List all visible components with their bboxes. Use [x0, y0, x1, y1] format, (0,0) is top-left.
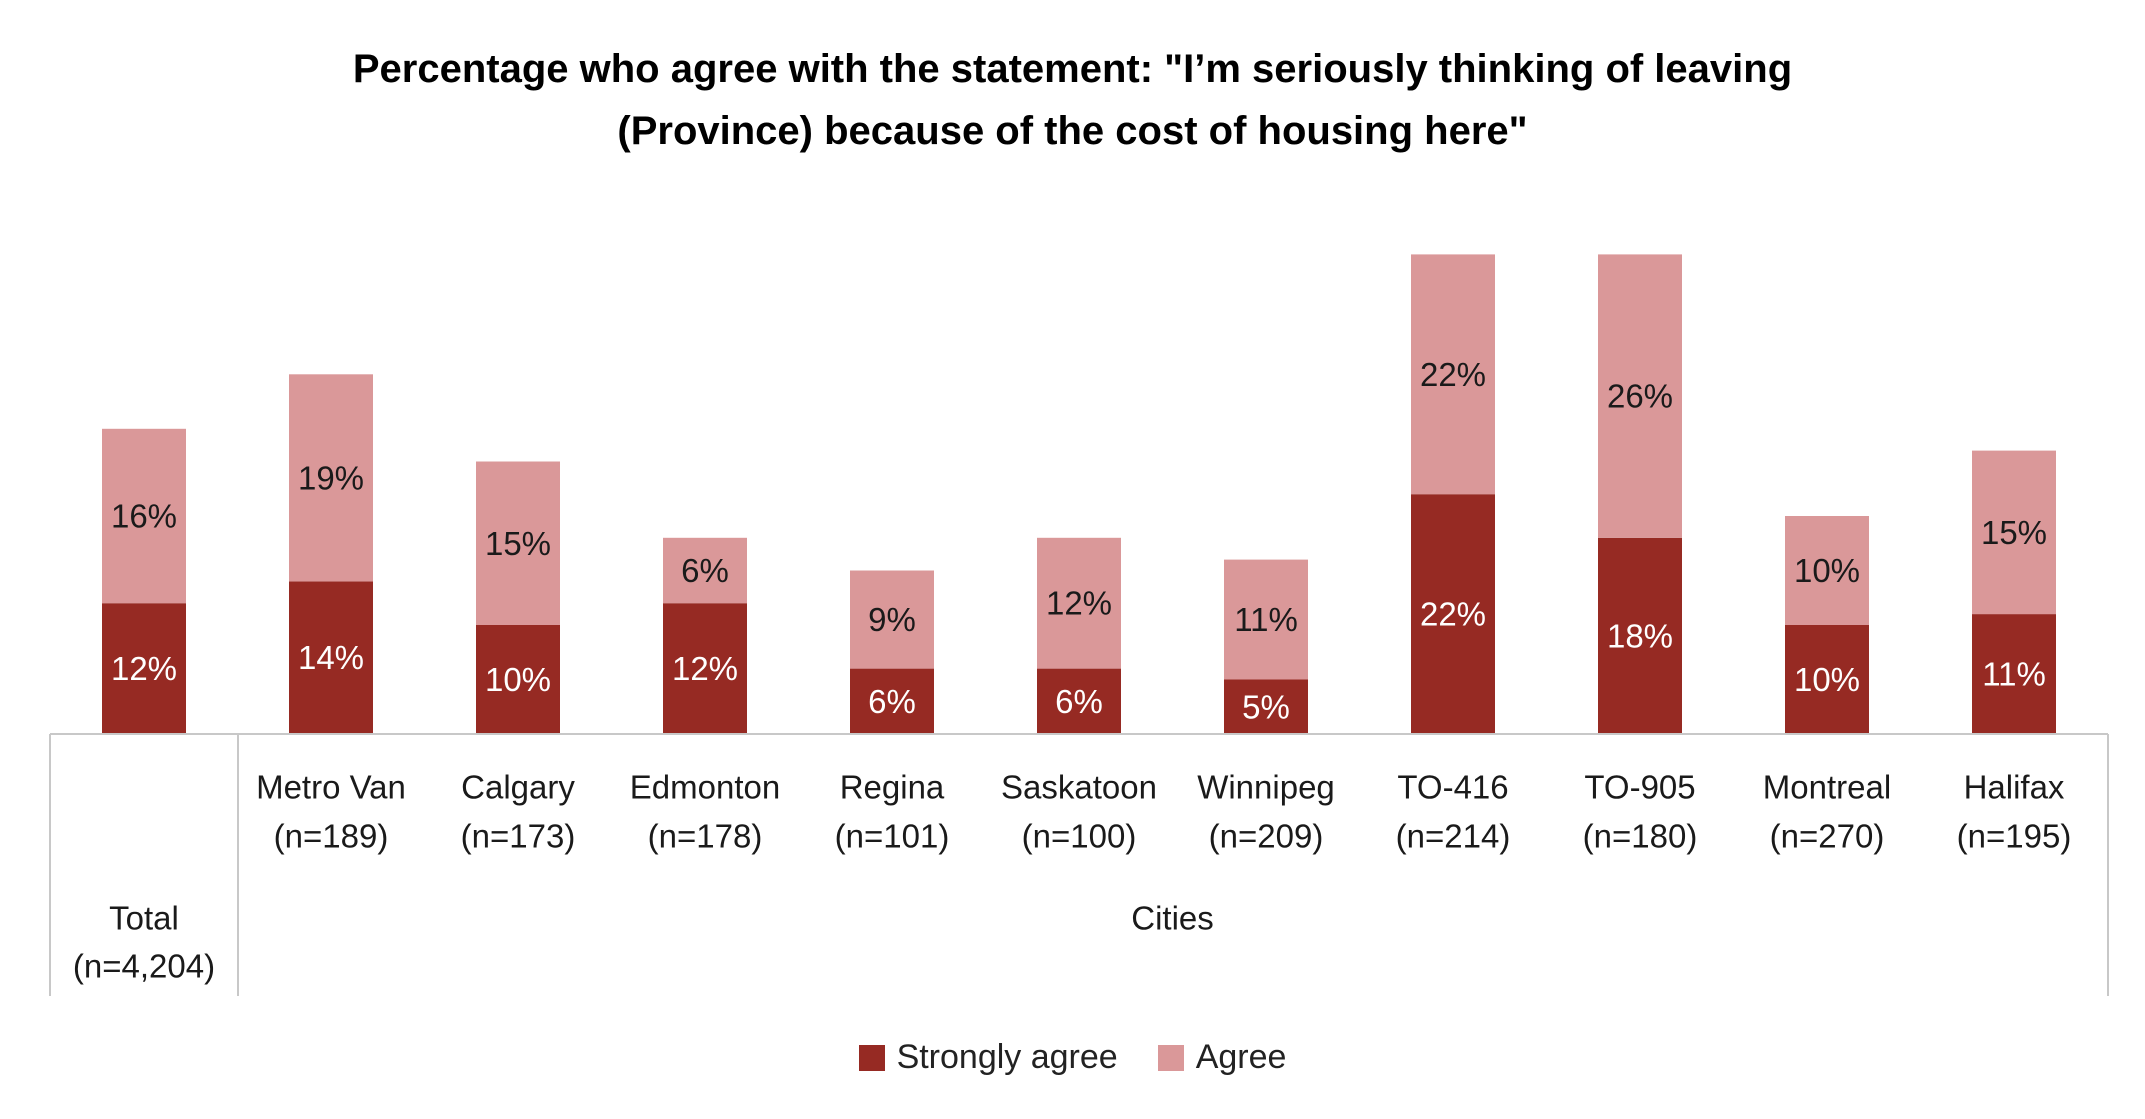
bar-agree	[1411, 254, 1495, 495]
category-label-n: (n=180)	[1583, 818, 1698, 855]
data-label-agree: 19%	[298, 459, 364, 496]
chart-title: Percentage who agree with the statement:…	[0, 38, 2145, 162]
category-label-n: (n=173)	[461, 818, 576, 855]
category-label-n: (n=101)	[835, 818, 950, 855]
category-label-name: Montreal	[1763, 769, 1891, 806]
data-label-strongly-agree: 14%	[298, 639, 364, 676]
category-label-name: TO-905	[1584, 769, 1695, 806]
bar-agree	[850, 570, 934, 669]
bar-agree	[1598, 254, 1682, 538]
data-label-strongly-agree: 22%	[1420, 596, 1486, 633]
category-label-name: Metro Van	[256, 769, 406, 806]
legend-swatch-agree	[1157, 1044, 1184, 1071]
group-label: Cities	[1131, 900, 1214, 937]
data-label-strongly-agree: 10%	[1794, 661, 1860, 698]
data-label-agree: 16%	[111, 498, 177, 535]
data-label-strongly-agree: 10%	[485, 661, 551, 698]
data-label-agree: 22%	[1420, 356, 1486, 393]
data-label-strongly-agree: 11%	[1982, 656, 2046, 693]
data-label-agree: 9%	[868, 601, 916, 638]
bar-agree	[289, 374, 373, 582]
bar-strongly-agree	[850, 668, 934, 734]
category-label-name: Edmonton	[630, 769, 780, 806]
bar-agree	[1037, 537, 1121, 669]
bar-agree	[476, 461, 560, 625]
category-label-name: Saskatoon	[1001, 769, 1157, 806]
category-label-name: Regina	[840, 769, 945, 806]
category-label-name: Winnipeg	[1197, 769, 1335, 806]
data-label-agree: 11%	[1234, 601, 1298, 638]
data-label-agree: 6%	[681, 552, 729, 589]
data-label-strongly-agree: 5%	[1242, 688, 1290, 725]
chart-title-line-2: (Province) because of the cost of housin…	[617, 109, 1528, 153]
data-label-agree: 10%	[1794, 552, 1860, 589]
data-label-strongly-agree: 12%	[672, 650, 738, 687]
category-label-n: (n=209)	[1209, 818, 1324, 855]
data-label-agree: 15%	[1981, 514, 2047, 551]
bar-strongly-agree	[1411, 494, 1495, 734]
bar-strongly-agree	[289, 581, 373, 734]
legend-item-agree: Agree	[1157, 1038, 1287, 1077]
category-label-name: Halifax	[1964, 769, 2065, 806]
legend-item-strongly-agree: Strongly agree	[858, 1038, 1118, 1077]
bar-strongly-agree	[1224, 679, 1308, 734]
bar-strongly-agree	[1972, 614, 2056, 734]
chart-title-line-1: Percentage who agree with the statement:…	[352, 47, 1793, 91]
bar-agree	[1785, 516, 1869, 625]
bar-agree	[102, 428, 186, 604]
category-label-name: TO-416	[1397, 769, 1508, 806]
category-label-n: (n=189)	[274, 818, 389, 855]
category-label-n: (n=4,204)	[73, 948, 215, 985]
category-label-n: (n=178)	[648, 818, 763, 855]
data-label-strongly-agree: 6%	[868, 683, 916, 720]
bar-strongly-agree	[1785, 625, 1869, 734]
category-label-name: Calgary	[461, 769, 575, 806]
category-label-name: Total	[109, 900, 179, 937]
bar-agree	[1972, 450, 2056, 615]
bar-strongly-agree	[476, 625, 560, 734]
category-label-n: (n=214)	[1396, 818, 1511, 855]
data-label-strongly-agree: 18%	[1607, 617, 1673, 654]
category-label-n: (n=270)	[1770, 818, 1885, 855]
bar-agree	[663, 537, 747, 604]
data-label-agree: 15%	[485, 525, 551, 562]
data-label-agree: 12%	[1046, 585, 1112, 622]
data-label-strongly-agree: 6%	[1055, 683, 1103, 720]
bar-strongly-agree	[1598, 537, 1682, 734]
category-label-n: (n=100)	[1022, 818, 1137, 855]
legend-label-strongly-agree: Strongly agree	[896, 1038, 1118, 1076]
bar-strongly-agree	[663, 603, 747, 734]
bar-agree	[1224, 559, 1308, 680]
data-label-agree: 26%	[1607, 378, 1673, 415]
legend-label-agree: Agree	[1195, 1038, 1287, 1076]
category-label-n: (n=195)	[1957, 818, 2072, 855]
legend-swatch-strongly-agree	[858, 1044, 885, 1071]
bar-strongly-agree	[1037, 668, 1121, 734]
bar-strongly-agree	[102, 603, 186, 734]
legend: Strongly agree Agree	[0, 1038, 2145, 1077]
data-label-strongly-agree: 12%	[111, 650, 177, 687]
